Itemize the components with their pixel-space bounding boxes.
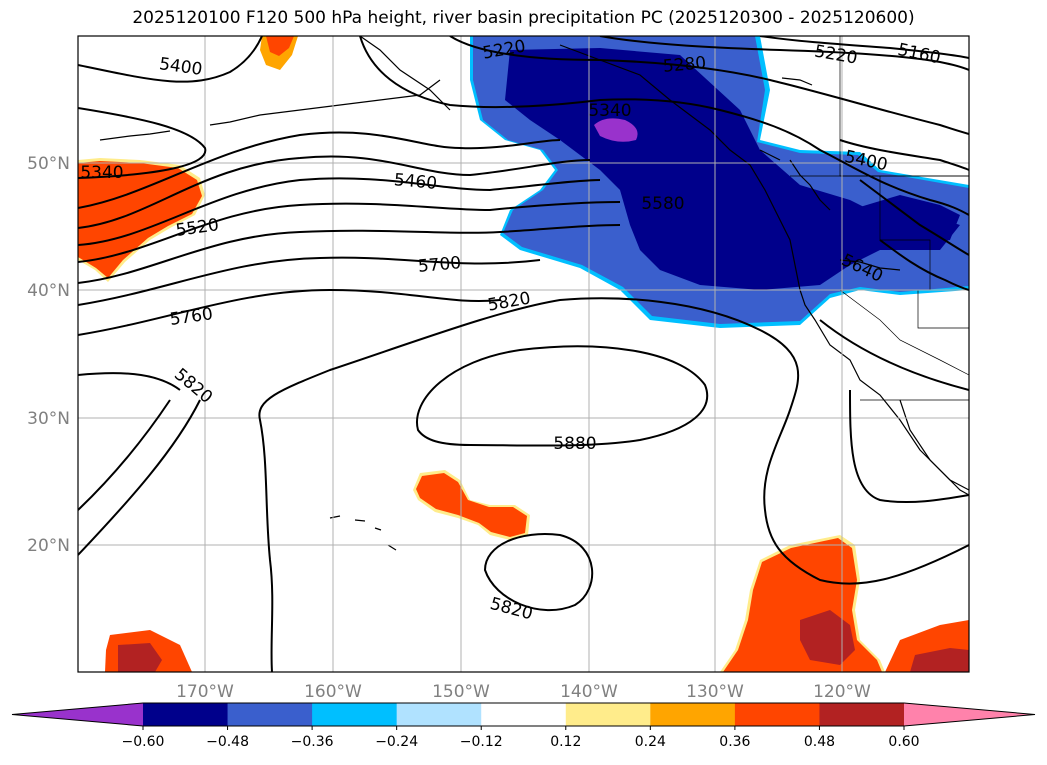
colorbar-tick-label: −0.12 (460, 734, 503, 750)
contour-label: 5280 (662, 53, 707, 77)
lat-label: 30°N (27, 409, 70, 429)
gridlines (78, 36, 969, 672)
lat-label: 20°N (27, 536, 70, 556)
colorbar-tick-label: −0.24 (375, 734, 418, 750)
lon-label: 140°W (560, 682, 618, 702)
lon-label: 150°W (432, 682, 490, 702)
colorbar: −0.60 −0.48 −0.36 −0.24 −0.12 0.12 0.24 0.36 0.4… (11, 702, 1036, 750)
height-contours (78, 36, 969, 672)
contour-label: 5580 (641, 194, 684, 214)
colorbar-tick-label: 0.12 (550, 734, 581, 750)
contour-label: 5880 (553, 434, 596, 454)
contour-label: 5460 (393, 170, 438, 194)
colorbar-extend-high (904, 703, 1035, 726)
colorbar-segment (481, 703, 567, 726)
lon-label: 120°W (813, 682, 871, 702)
colorbar-tick-label: 0.48 (804, 734, 835, 750)
contour-label: 5340 (80, 163, 123, 183)
colorbar-tick-label: −0.60 (122, 734, 165, 750)
colorbar-segment (396, 703, 482, 726)
colorbar-segment (312, 703, 398, 726)
coastlines (99, 36, 969, 551)
lon-label: 170°W (176, 682, 234, 702)
latitude-labels: 50°N 40°N 30°N 20°N (27, 154, 70, 556)
colorbar-segment (650, 703, 736, 726)
colorbar-segment (565, 703, 651, 726)
colorbar-tick-label: −0.48 (206, 734, 249, 750)
lat-label: 40°N (27, 281, 70, 301)
precip-shading-negative (470, 36, 969, 328)
colorbar-segment (143, 703, 229, 726)
lon-label: 130°W (686, 682, 744, 702)
colorbar-tick-label: 0.36 (719, 734, 750, 750)
map-frame (77, 35, 970, 673)
map-title: 2025120100 F120 500 hPa height, river ba… (132, 8, 915, 28)
colorbar-segment (734, 703, 820, 726)
borders (790, 36, 969, 401)
colorbar-tick-label: 0.24 (635, 734, 666, 750)
colorbar-segment (227, 703, 313, 726)
contour-label: 5340 (588, 101, 631, 121)
colorbar-tick-label: −0.36 (291, 734, 334, 750)
longitude-labels: 170°W 160°W 150°W 140°W 130°W 120°W (176, 682, 871, 702)
contour-label: 5700 (417, 253, 462, 277)
lon-label: 160°W (304, 682, 362, 702)
colorbar-segment (819, 703, 905, 726)
colorbar-extend-low (12, 703, 143, 726)
lat-label: 50°N (27, 154, 70, 174)
colorbar-tick-label: 0.60 (888, 734, 919, 750)
